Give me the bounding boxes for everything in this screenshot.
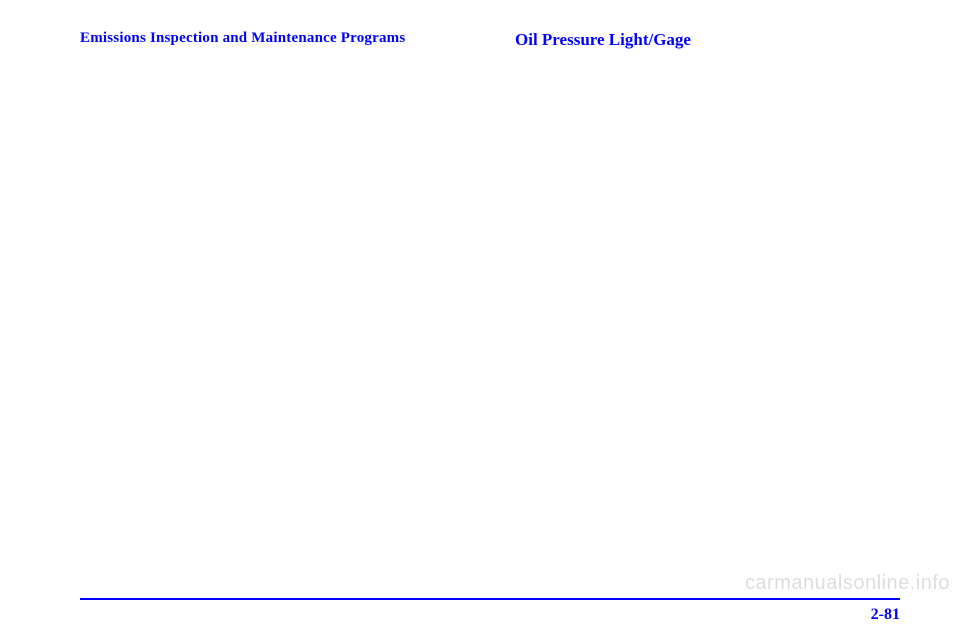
watermark-text: carmanualsonline.info [745,572,950,595]
right-heading: Oil Pressure Light/Gage [515,30,920,50]
left-heading: Emissions Inspection and Maintenance Pro… [80,30,485,47]
footer-divider [80,598,900,600]
content-columns: Emissions Inspection and Maintenance Pro… [0,0,960,50]
manual-page: Emissions Inspection and Maintenance Pro… [0,0,960,640]
right-column: Oil Pressure Light/Gage [515,30,920,50]
left-column: Emissions Inspection and Maintenance Pro… [80,30,485,50]
page-number: 2-81 [871,606,900,624]
